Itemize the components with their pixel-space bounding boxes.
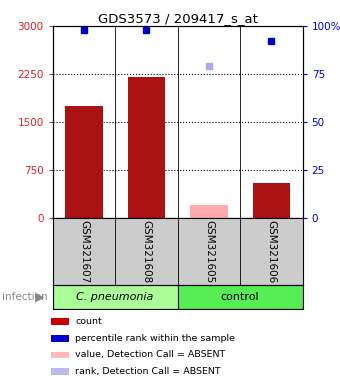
Text: GSM321607: GSM321607 [79,220,89,283]
Text: count: count [75,317,102,326]
Text: rank, Detection Call = ABSENT: rank, Detection Call = ABSENT [75,367,221,376]
Bar [190,205,228,218]
Text: percentile rank within the sample: percentile rank within the sample [75,334,235,343]
Bar [177,285,303,309]
Text: value, Detection Call = ABSENT: value, Detection Call = ABSENT [75,351,226,359]
Bar [128,77,165,218]
Text: C. pneumonia: C. pneumonia [76,292,154,302]
Bar [53,285,177,309]
Bar [253,183,290,218]
Text: ▶: ▶ [35,291,45,304]
Bar [51,368,69,375]
Text: control: control [221,292,259,302]
Text: infection: infection [2,292,47,302]
Bar [51,318,69,325]
Title: GDS3573 / 209417_s_at: GDS3573 / 209417_s_at [98,12,258,25]
Bar [65,106,103,218]
Text: GSM321605: GSM321605 [204,220,214,283]
Bar [51,352,69,358]
Bar [51,335,69,341]
Text: GSM321606: GSM321606 [266,220,276,283]
Text: GSM321608: GSM321608 [141,220,151,283]
